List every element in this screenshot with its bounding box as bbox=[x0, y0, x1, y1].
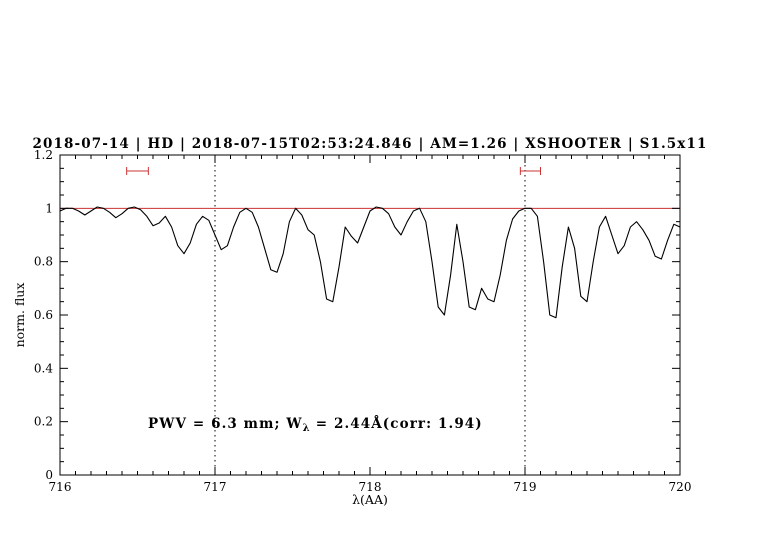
x-tick-label: 717 bbox=[204, 480, 227, 494]
y-axis-label: norm. flux bbox=[12, 283, 27, 348]
y-tick-label: 1.2 bbox=[34, 148, 53, 162]
plot-title: 2018-07-14 | HD | 2018-07-15T02:53:24.84… bbox=[33, 136, 708, 152]
x-axis-label: λ(AA) bbox=[352, 492, 388, 507]
x-tick-label: 718 bbox=[359, 480, 382, 494]
y-tick-label: 1 bbox=[45, 201, 53, 215]
y-tick-label: 0.2 bbox=[34, 415, 53, 429]
y-tick-label: 0.6 bbox=[34, 308, 53, 322]
y-tick-label: 0.8 bbox=[34, 255, 53, 269]
y-tick-label: 0.4 bbox=[34, 361, 53, 375]
pwv-annotation: PWV = 6.3 mm; Wλ = 2.44Å(corr: 1.94) bbox=[148, 416, 483, 434]
pwv-annotation-rest: = 2.44Å(corr: 1.94) bbox=[316, 416, 483, 432]
spectrum-curve-group bbox=[59, 206, 681, 319]
axis-ticks: 716 717 718 719 720 0 0.2 0.4 0.6 0.8 1 1.2 bbox=[34, 148, 692, 494]
pwv-annotation-subscript: λ bbox=[303, 423, 311, 434]
x-tick-label: 719 bbox=[514, 480, 537, 494]
pwv-annotation-main: PWV = 6.3 mm; W bbox=[148, 416, 303, 432]
y-tick-label: 0 bbox=[45, 468, 53, 482]
x-tick-label: 720 bbox=[669, 480, 692, 494]
dotted-guide-lines bbox=[214, 155, 526, 475]
x-tick-label: 716 bbox=[49, 480, 72, 494]
spectrum-line bbox=[59, 206, 681, 319]
line-region-markers bbox=[126, 167, 541, 175]
